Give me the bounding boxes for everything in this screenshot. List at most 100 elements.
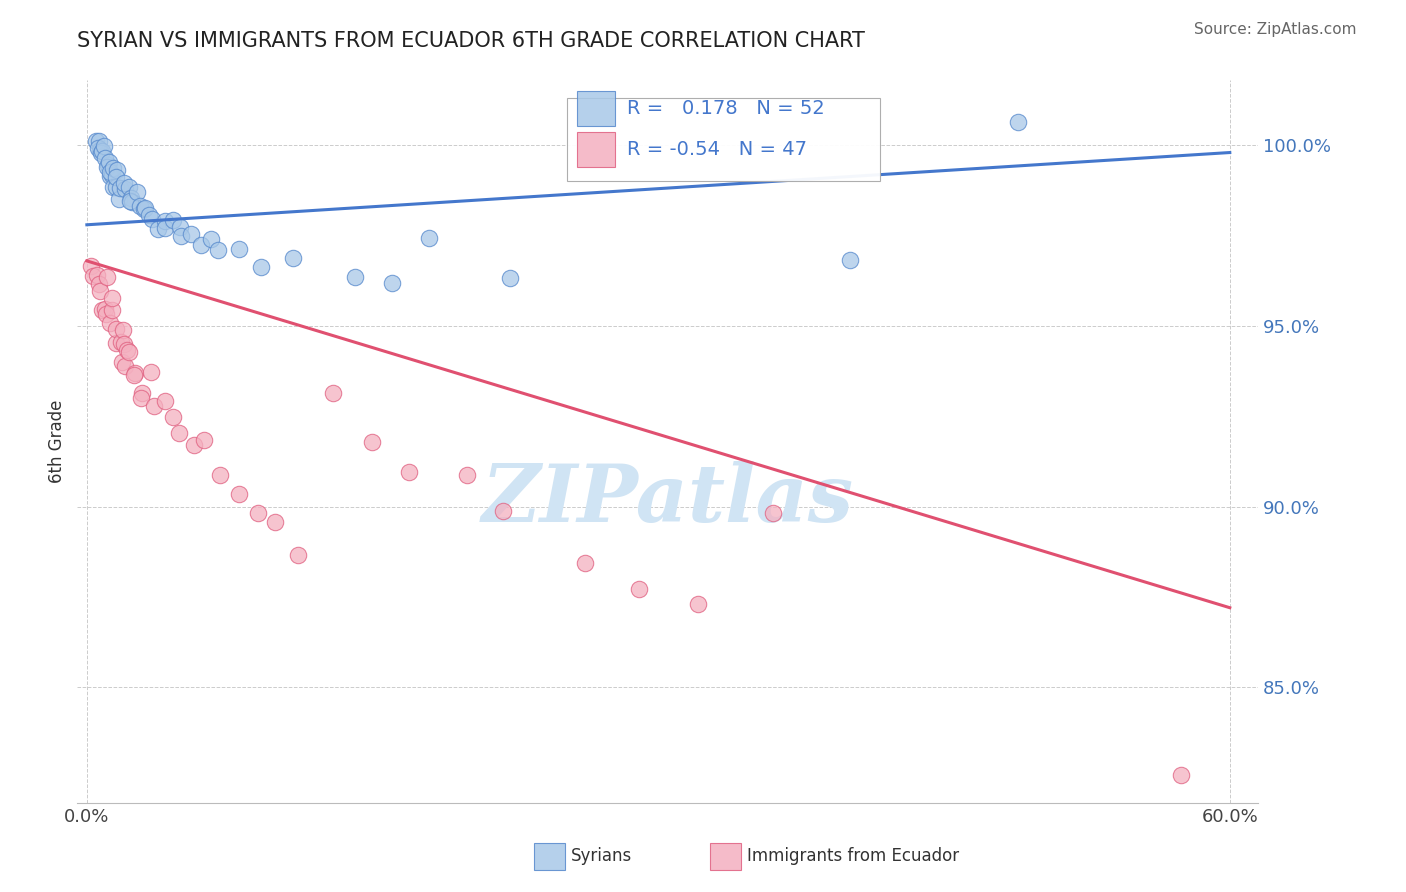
- Point: [114, 176, 136, 190]
- Text: Immigrants from Ecuador: Immigrants from Ecuador: [747, 847, 959, 865]
- Point: [101, 180, 124, 194]
- Point: [627, 582, 650, 596]
- Point: [89, 277, 111, 292]
- Point: [142, 399, 165, 413]
- Point: [499, 271, 522, 285]
- Point: [456, 467, 478, 482]
- Point: [141, 211, 163, 226]
- Point: [839, 252, 862, 267]
- Point: [122, 368, 145, 382]
- Point: [82, 269, 104, 284]
- Bar: [576, 91, 614, 126]
- Point: [193, 433, 215, 447]
- Point: [361, 435, 384, 450]
- Point: [574, 556, 596, 570]
- Point: [87, 140, 110, 154]
- Y-axis label: 6th Grade: 6th Grade: [48, 400, 66, 483]
- Point: [121, 195, 143, 210]
- Point: [129, 391, 152, 405]
- Point: [1170, 768, 1192, 782]
- Point: [89, 143, 111, 157]
- Point: [169, 220, 191, 235]
- Point: [344, 269, 367, 284]
- Point: [418, 231, 440, 245]
- Text: ZIPatlas: ZIPatlas: [482, 460, 853, 538]
- Point: [114, 182, 136, 196]
- Point: [127, 185, 149, 199]
- Point: [207, 243, 229, 257]
- Point: [398, 466, 420, 480]
- Point: [190, 238, 212, 252]
- Point: [104, 322, 127, 336]
- Point: [100, 169, 122, 183]
- Point: [283, 252, 305, 266]
- Text: Source: ZipAtlas.com: Source: ZipAtlas.com: [1194, 22, 1357, 37]
- Point: [1007, 115, 1029, 129]
- Point: [80, 259, 103, 273]
- FancyBboxPatch shape: [568, 98, 880, 181]
- Point: [94, 301, 117, 316]
- Point: [134, 201, 156, 215]
- Point: [153, 394, 176, 409]
- Point: [170, 228, 193, 243]
- Point: [162, 213, 184, 227]
- Point: [100, 292, 122, 306]
- Point: [101, 168, 124, 182]
- Point: [264, 515, 287, 529]
- Point: [131, 385, 153, 400]
- Text: R =   0.178   N = 52: R = 0.178 N = 52: [627, 99, 824, 118]
- Point: [97, 155, 120, 169]
- Point: [96, 160, 118, 174]
- Point: [117, 344, 139, 359]
- Point: [138, 208, 160, 222]
- Point: [98, 316, 121, 330]
- Point: [124, 367, 146, 381]
- Point: [155, 221, 177, 235]
- Point: [180, 227, 202, 242]
- Point: [209, 467, 232, 482]
- Point: [97, 158, 120, 172]
- Point: [183, 438, 205, 452]
- Point: [287, 548, 309, 562]
- Point: [94, 151, 117, 165]
- Point: [105, 180, 128, 194]
- Point: [381, 276, 404, 290]
- Point: [141, 365, 163, 379]
- Point: [94, 307, 117, 321]
- Point: [98, 165, 121, 179]
- Point: [103, 161, 125, 175]
- Point: [107, 193, 129, 207]
- Point: [108, 181, 131, 195]
- Point: [153, 214, 176, 228]
- Point: [87, 134, 110, 148]
- Point: [86, 134, 108, 148]
- Point: [250, 260, 273, 274]
- Text: R = -0.54   N = 47: R = -0.54 N = 47: [627, 140, 807, 159]
- Point: [110, 355, 132, 369]
- Point: [118, 180, 141, 194]
- Point: [167, 426, 190, 441]
- Point: [100, 303, 122, 318]
- Point: [228, 243, 250, 257]
- Point: [134, 202, 156, 216]
- Point: [129, 199, 152, 213]
- Point: [110, 335, 132, 350]
- Point: [228, 487, 250, 501]
- Point: [162, 409, 184, 424]
- Point: [118, 194, 141, 209]
- Point: [90, 302, 112, 317]
- Point: [86, 268, 108, 283]
- Point: [762, 506, 785, 520]
- Point: [492, 503, 515, 517]
- Text: Syrians: Syrians: [571, 847, 633, 865]
- Point: [112, 337, 135, 351]
- Point: [322, 385, 344, 400]
- Point: [688, 597, 710, 611]
- Point: [146, 222, 169, 236]
- Point: [96, 269, 118, 284]
- Point: [91, 145, 114, 159]
- Point: [120, 191, 142, 205]
- Point: [89, 284, 111, 298]
- Point: [114, 359, 136, 373]
- Bar: [576, 132, 614, 167]
